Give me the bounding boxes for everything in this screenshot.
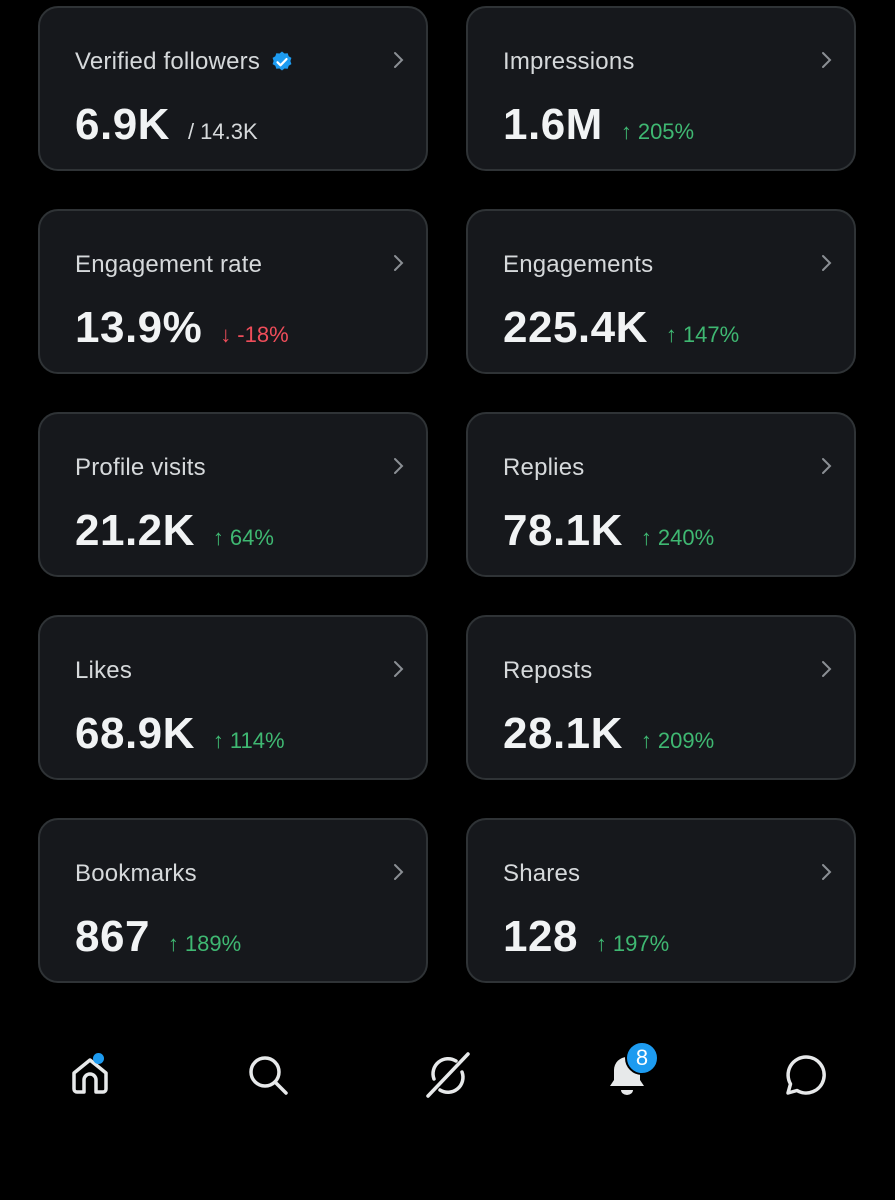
card-title: Likes (75, 657, 133, 684)
chevron-right-icon (822, 864, 832, 880)
chevron-right-icon (822, 458, 832, 474)
nav-grok[interactable] (418, 1045, 478, 1105)
metric-change: ↑ 189% (167, 931, 242, 956)
metric-change: ↑ 64% (212, 525, 274, 550)
card-title: Replies (503, 454, 585, 481)
card-title: Reposts (503, 657, 593, 684)
card-bookmarks[interactable]: Bookmarks 867 ↑ 189% (38, 818, 428, 983)
metric-value: 28.1K (503, 709, 623, 758)
arrow-down-icon: ↓ (220, 322, 232, 347)
metric-value: 6.9K (75, 100, 170, 149)
metric-value: 867 (75, 912, 150, 961)
metric-value: 21.2K (75, 506, 195, 555)
card-impressions[interactable]: Impressions 1.6M ↑ 205% (466, 6, 856, 171)
chevron-right-icon (822, 255, 832, 271)
chevron-right-icon (394, 458, 404, 474)
metric-value: 13.9% (75, 303, 203, 352)
notification-count-badge: 8 (625, 1041, 659, 1075)
arrow-up-icon: ↑ (640, 728, 652, 753)
card-reposts[interactable]: Reposts 28.1K ↑ 209% (466, 615, 856, 780)
metric-value: 1.6M (503, 100, 603, 149)
card-title: Shares (503, 860, 581, 887)
chevron-right-icon (394, 661, 404, 677)
metric-change: ↑ 147% (665, 322, 740, 347)
grok-icon (426, 1052, 470, 1098)
metric-total: / 14.3K (187, 119, 258, 144)
card-shares[interactable]: Shares 128 ↑ 197% (466, 818, 856, 983)
messages-icon (786, 1055, 826, 1095)
chevron-right-icon (822, 661, 832, 677)
card-title: Engagements (503, 251, 654, 278)
chevron-right-icon (822, 52, 832, 68)
arrow-up-icon: ↑ (212, 525, 224, 550)
arrow-up-icon: ↑ (167, 931, 179, 956)
metric-change: ↑ 205% (620, 119, 695, 144)
card-title: Engagement rate (75, 251, 263, 278)
card-replies[interactable]: Replies 78.1K ↑ 240% (466, 412, 856, 577)
card-title: Profile visits (75, 454, 206, 481)
bottom-nav: 8 (0, 1030, 895, 1120)
arrow-up-icon: ↑ (212, 728, 224, 753)
nav-home[interactable] (60, 1045, 120, 1105)
card-engagement-rate[interactable]: Engagement rate 13.9% ↓ -18% (38, 209, 428, 374)
metric-change: ↑ 197% (595, 931, 670, 956)
nav-messages[interactable] (776, 1045, 836, 1105)
search-icon (249, 1056, 288, 1095)
arrow-up-icon: ↑ (665, 322, 677, 347)
chevron-right-icon (394, 52, 404, 68)
metric-value: 68.9K (75, 709, 195, 758)
metric-change: ↑ 114% (212, 728, 285, 753)
verified-badge-icon (272, 51, 292, 71)
card-engagements[interactable]: Engagements 225.4K ↑ 147% (466, 209, 856, 374)
card-title: Impressions (503, 48, 635, 75)
card-title: Verified followers (75, 48, 294, 76)
card-title: Bookmarks (75, 860, 197, 887)
nav-search[interactable] (238, 1045, 298, 1105)
metric-value: 78.1K (503, 506, 623, 555)
arrow-up-icon: ↑ (595, 931, 607, 956)
metric-change: ↑ 240% (640, 525, 715, 550)
chevron-right-icon (394, 255, 404, 271)
metric-value: 225.4K (503, 303, 648, 352)
nav-notifications[interactable]: 8 (597, 1041, 659, 1105)
card-verified-followers[interactable]: Verified followers 6.9K / 14.3K (38, 6, 428, 171)
arrow-up-icon: ↑ (620, 119, 632, 144)
card-profile-visits[interactable]: Profile visits 21.2K ↑ 64% (38, 412, 428, 577)
metric-change: ↓ -18% (220, 322, 289, 347)
metric-value: 128 (503, 912, 578, 961)
arrow-up-icon: ↑ (640, 525, 652, 550)
new-activity-dot (93, 1053, 104, 1064)
home-icon (72, 1058, 108, 1094)
metric-change: ↑ 209% (640, 728, 715, 753)
chevron-right-icon (394, 864, 404, 880)
card-likes[interactable]: Likes 68.9K ↑ 114% (38, 615, 428, 780)
